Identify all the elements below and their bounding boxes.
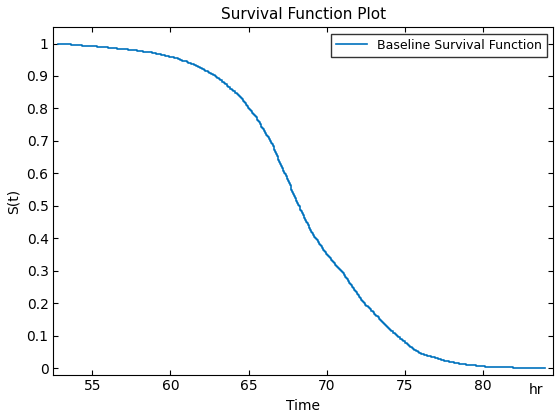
Baseline Survival Function <box>300 214 307 219</box>
Baseline Survival Function <box>296 204 302 209</box>
Baseline Survival Function <box>330 261 337 266</box>
Baseline Survival Function <box>419 352 426 357</box>
Baseline Survival Function <box>154 51 161 56</box>
Baseline Survival Function <box>542 365 549 370</box>
Line: Baseline Survival Function: Baseline Survival Function <box>58 44 545 368</box>
Legend: Baseline Survival Function: Baseline Survival Function <box>331 34 547 57</box>
Baseline Survival Function <box>539 365 546 370</box>
X-axis label: Time: Time <box>286 399 320 413</box>
Baseline Survival Function <box>55 41 62 46</box>
Text: hr: hr <box>529 383 543 397</box>
Title: Survival Function Plot: Survival Function Plot <box>221 7 386 22</box>
Y-axis label: S(t): S(t) <box>7 189 21 213</box>
Baseline Survival Function <box>395 335 402 340</box>
